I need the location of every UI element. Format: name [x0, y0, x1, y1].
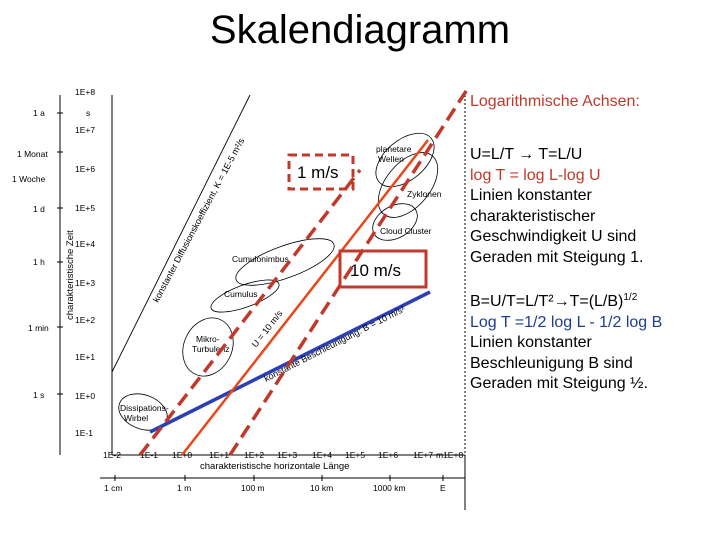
acceleration-text-line1: Linien konstanter: [470, 334, 592, 351]
y-unit-woche: 1 Woche: [12, 174, 46, 184]
diffusion-line: [111, 94, 251, 373]
x-unit-labels: 1 cm 1 m 100 m 10 km 1000 km E: [104, 483, 446, 493]
x-tick-1em1: 1E-1: [140, 450, 158, 460]
box-1ms-label: 1 m/s: [297, 163, 339, 182]
diffusion-line-label: konstanter Diffusionskoeffizient, K = 1E…: [151, 136, 247, 304]
x-tick-1e4: 1E+4: [312, 450, 332, 460]
label-cumulonimbus: Cumulonimbus: [232, 254, 289, 264]
x-tick-1e2: 1E+2: [244, 450, 264, 460]
acceleration-formula: B=U/T=L/T²→T=(L/B)1/2: [470, 292, 715, 313]
y-tick-1e0: 1E+0: [75, 391, 95, 401]
label-dissipation-line1: Dissipations-: [120, 403, 169, 413]
y-unit-1s: 1 s: [33, 390, 44, 400]
y-unit-monat: 1 Monat: [17, 149, 48, 159]
y-tick-1em1: 1E-1: [75, 428, 93, 438]
ellipse-cloud-cluster: [372, 203, 418, 241]
x-axis-title: charakteristische horizontale Länge: [200, 461, 349, 472]
x-tick-1e3: 1E+3: [277, 450, 297, 460]
y-tick-1e4: 1E+4: [75, 239, 95, 249]
y-unit-1min: 1 min: [28, 323, 49, 333]
velocity-text-line3: Geschwindigkeit U sind: [470, 228, 637, 245]
ellipse-micro-turbulence: [182, 317, 234, 377]
label-micro-line2: Turbulenz: [192, 344, 229, 354]
x-unit-1m: 1 m: [177, 483, 191, 493]
label-dissipation-line2: Wirbel: [124, 413, 148, 423]
x-unit-1cm: 1 cm: [104, 483, 122, 493]
y-tick-1e7: 1E+7: [75, 125, 95, 135]
velocity-text-line1: Linien konstanter: [470, 187, 592, 204]
dashed-line-right: [228, 84, 472, 456]
x-tick-1e1: 1E+1: [209, 450, 229, 460]
acceleration-formula-main: B=U/T=L/T²→T=(L/B): [470, 293, 624, 310]
x-tick-1e7: 1E+7: [413, 450, 433, 460]
box-1ms: [287, 153, 355, 191]
acceleration-formula-exp: 1/2: [623, 292, 638, 303]
y-unit-s: s: [86, 108, 90, 118]
y-tick-1e2: 1E+2: [75, 315, 95, 325]
label-cyclones: Zyklonen: [407, 189, 442, 199]
velocity-log-formula: log T = log L-log U: [470, 166, 601, 184]
x-unit-10km: 10 km: [310, 483, 333, 493]
x-tick-1e5: 1E+5: [345, 450, 365, 460]
velocity-formula: U=L/T → T=L/U: [470, 146, 583, 163]
x-unit-100m: 100 m: [241, 483, 265, 493]
y-tick-1e5: 1E+5: [75, 203, 95, 213]
ellipse-cumulonimbus: [235, 238, 335, 286]
label-planetary-waves-line2: Wellen: [378, 154, 404, 164]
x-unit-e: E: [440, 483, 446, 493]
x-unit-ticks: [114, 475, 444, 481]
acceleration-text-line2: Beschleunigung B sind: [470, 354, 633, 372]
ellipse-planetary-waves: [375, 132, 435, 188]
y-unit-labels: 1 a s 1 Monat 1 Woche 1 d 1 h 1 min 1 s: [12, 108, 90, 400]
y-tick-1e8: 1E+8: [75, 87, 95, 97]
label-micro-line1: Mikro-: [196, 334, 220, 344]
velocity-line: [181, 139, 429, 456]
label-planetary-waves: planetare Wellen: [376, 144, 414, 164]
x-tick-1e6: 1E+6: [378, 450, 398, 460]
page-title: Skalendiagramm: [209, 8, 511, 52]
y-unit-1h: 1 h: [33, 257, 45, 267]
box-10ms-label: 10 m/s: [350, 261, 401, 280]
velocity-text-line4: Geraden mit Steigung 1.: [470, 248, 644, 266]
dashed-line-left: [138, 168, 362, 457]
panel-heading: Logarithmische Achsen:: [470, 93, 640, 110]
velocity-explanation: U=L/T → T=L/U log T = log L-log U Linien…: [470, 145, 715, 268]
y-axis-title: charakteristische Zeit: [65, 230, 76, 320]
acceleration-text-line3: Geraden mit Steigung ½.: [470, 375, 648, 392]
ellipse-cumulus: [210, 279, 280, 313]
y-tick-1e1: 1E+1: [75, 352, 95, 362]
x-tick-1e8: m1E+8: [436, 450, 463, 460]
label-planetary-waves-line1: planetare: [376, 144, 412, 154]
acceleration-line-label: konstante Beschleunigung: B = 10 m/s²: [262, 304, 406, 384]
velocity-text-line2: charakteristischer: [470, 207, 596, 225]
ellipse-cyclones: [377, 152, 439, 218]
acceleration-log-formula: Log T =1/2 log L - 1/2 log B: [470, 313, 663, 331]
label-cumulus: Cumulus: [224, 289, 258, 299]
label-cloud-cluster: Cloud Cluster: [380, 226, 432, 236]
phenomena-labels: planetare Wellen Zyklonen Cloud Cluster …: [120, 144, 442, 423]
box-10ms: [338, 249, 428, 289]
y-tick-1e6: 1E+6: [75, 164, 95, 174]
y-tick-1e3: 1E+3: [75, 278, 95, 288]
y-tick-labels: 1E+8 1E+7 1E+6 1E+5 1E+4 1E+3 1E+2 1E+1 …: [75, 87, 95, 438]
x-unit-1000km: 1000 km: [373, 483, 406, 493]
x-tick-1em2: 1E-2: [103, 450, 121, 460]
acceleration-explanation: B=U/T=L/T²→T=(L/B)1/2 Log T =1/2 log L -…: [470, 292, 715, 395]
y-unit-1d: 1 d: [33, 204, 45, 214]
x-tick-labels: 1E-2 1E-1 1E+0 1E+1 1E+2 1E+3 1E+4 1E+5 …: [103, 450, 463, 460]
y-tick-marks: [57, 112, 63, 395]
y-unit-1a: 1 a: [33, 108, 45, 118]
label-micro-turbulence: Mikro- Turbulenz: [192, 334, 229, 354]
label-dissipation: Dissipations- Wirbel: [120, 403, 171, 423]
